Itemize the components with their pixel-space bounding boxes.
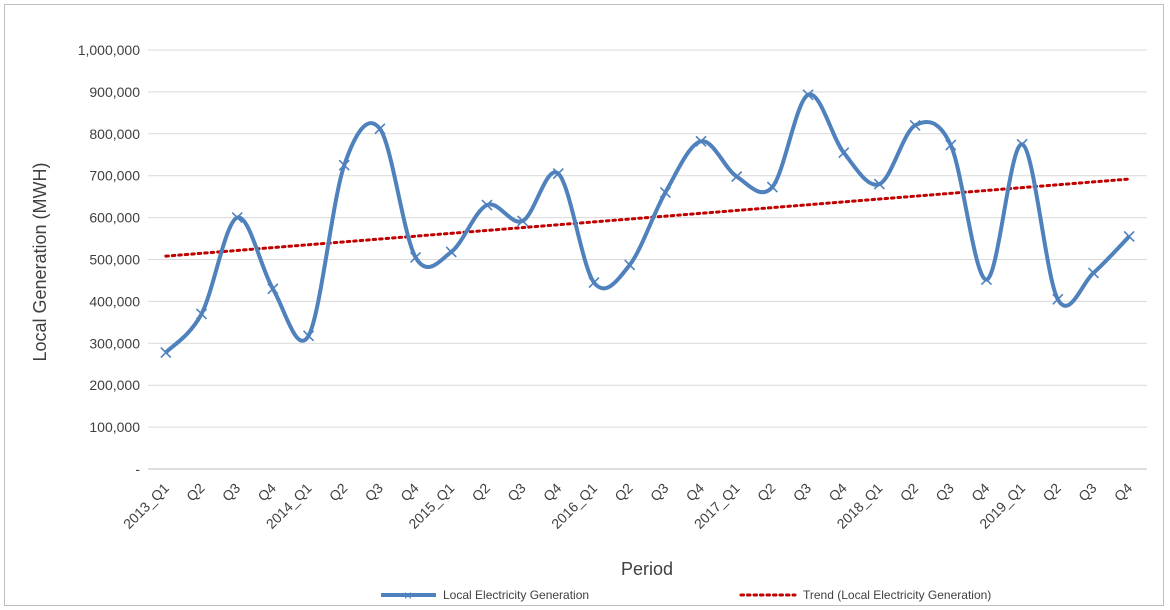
- x-tick-label: 2013_Q1: [120, 480, 172, 532]
- x-tick-label: Q4: [683, 480, 708, 505]
- legend-label-series: Local Electricity Generation: [443, 588, 589, 602]
- data-point-marker: [980, 274, 993, 286]
- x-tick-label: Q3: [790, 480, 815, 505]
- y-tick-labels: - 100,000 200,000 300,000 400,000 500,000 600,…: [78, 42, 141, 477]
- data-point-marker: [802, 89, 814, 101]
- data-point-marker: [374, 123, 386, 135]
- data-point-marker: [873, 178, 885, 190]
- trend-line: [164, 177, 1131, 258]
- x-tick-label: Q3: [362, 480, 387, 505]
- y-tick-label: -: [135, 461, 140, 477]
- data-point-marker: [1087, 267, 1100, 279]
- data-point-marker: [1123, 230, 1135, 243]
- x-tick-label: Q3: [504, 480, 529, 505]
- x-tick-label: Q4: [1111, 480, 1136, 505]
- data-point-marker: [231, 212, 243, 224]
- y-tick-label: 1,000,000: [78, 42, 140, 58]
- gridlines: [148, 49, 1147, 470]
- data-point-marker: [588, 276, 600, 289]
- legend-label-trend: Trend (Local Electricity Generation): [803, 588, 991, 602]
- x-tick-label: Q3: [219, 480, 244, 505]
- data-point-marker: [445, 246, 457, 258]
- y-tick-label: 500,000: [89, 252, 140, 268]
- data-point-marker: [338, 159, 350, 171]
- x-tick-label: Q2: [183, 480, 208, 505]
- y-tick-label: 400,000: [89, 293, 140, 309]
- data-point-marker: [624, 259, 636, 271]
- legend-item-series: ✕ Local Electricity Generation: [381, 588, 589, 603]
- data-point-marker: [766, 181, 778, 193]
- x-tick-label: Q3: [1075, 480, 1100, 505]
- chart-frame: [4, 4, 1164, 606]
- data-point-marker: [659, 186, 671, 199]
- data-point-marker: [517, 215, 529, 227]
- x-tick-label: Q2: [897, 480, 922, 505]
- data-point-marker: [731, 170, 743, 183]
- y-tick-label: 800,000: [89, 126, 140, 142]
- y-tick-label: 900,000: [89, 84, 140, 100]
- x-tick-label: Q4: [254, 480, 279, 505]
- data-point-marker: [1016, 138, 1028, 150]
- x-tick-label: Q4: [540, 480, 565, 505]
- data-point-marker: [195, 308, 208, 320]
- data-point-marker: [909, 119, 921, 131]
- x-tick-label: Q2: [326, 480, 351, 505]
- x-tick-label: Q2: [1039, 480, 1064, 505]
- data-point-marker: [267, 283, 279, 295]
- x-tick-label: Q3: [647, 480, 672, 505]
- x-tick-label: Q3: [932, 480, 957, 505]
- legend: ✕ Local Electricity Generation Trend (Lo…: [381, 588, 991, 603]
- x-axis-title: Period: [621, 559, 673, 579]
- x-tick-label: Q4: [825, 480, 850, 505]
- series-markers: [160, 89, 1135, 359]
- data-point-marker: [302, 330, 315, 342]
- y-tick-label: 100,000: [89, 419, 140, 435]
- legend-marker-icon: ✕: [403, 591, 412, 603]
- x-tick-label: Q4: [397, 480, 422, 505]
- data-point-marker: [1052, 293, 1064, 305]
- data-point-marker: [552, 168, 564, 180]
- series-line-local-electricity-generation: [164, 92, 1131, 354]
- data-point-marker: [160, 346, 172, 359]
- data-point-marker: [945, 139, 957, 151]
- y-tick-label: 200,000: [89, 377, 140, 393]
- y-tick-label: 300,000: [89, 335, 140, 351]
- data-point-marker: [481, 199, 493, 211]
- legend-item-trend: Trend (Local Electricity Generation): [739, 588, 991, 602]
- x-tick-label: Q2: [611, 480, 636, 505]
- data-point-marker: [838, 147, 850, 159]
- y-tick-label: 600,000: [89, 210, 140, 226]
- data-point-marker: [410, 251, 422, 263]
- data-point-marker: [695, 135, 707, 147]
- y-axis-title: Local Generation (MWH): [30, 162, 50, 361]
- y-tick-label: 700,000: [89, 168, 140, 184]
- x-tick-label: Q2: [754, 480, 779, 505]
- x-tick-label: Q4: [968, 480, 993, 505]
- x-tick-label: Q2: [469, 480, 494, 505]
